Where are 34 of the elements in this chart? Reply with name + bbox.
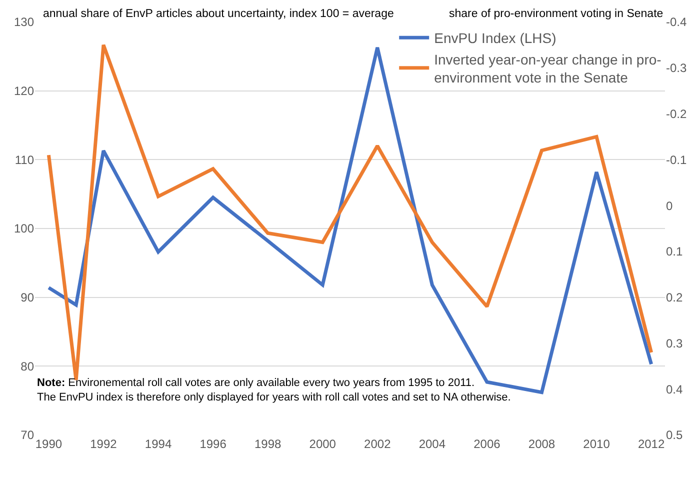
annotation: Note: Environemental roll call votes are only available every two years from 1995 to 2011. The EnvPU index is therefore only displayed for years with roll call votes and set to NA otherwise. bbox=[37, 377, 511, 404]
x-tick-label: 1998 bbox=[254, 437, 282, 451]
y-tick-label: 70 bbox=[20, 428, 34, 442]
y-tick-label: 100 bbox=[14, 222, 34, 236]
y-tick-label: 110 bbox=[14, 152, 34, 167]
legend-label: EnvPU Index (LHS) bbox=[434, 30, 556, 46]
y-axis-title: annual share of EnvP articles about uncertainty, index 100 = average bbox=[43, 8, 394, 20]
y-tick-label: 80 bbox=[20, 359, 34, 374]
y2-tick-label: -0.4 bbox=[666, 15, 688, 30]
y2-tick-label: 0.3 bbox=[666, 336, 684, 350]
y2-tick-label: -0.1 bbox=[666, 152, 688, 167]
x-tick-label: 2000 bbox=[309, 437, 336, 451]
x-tick-label: 2006 bbox=[474, 437, 501, 451]
x-tick-label: 2008 bbox=[528, 437, 556, 451]
x-tick-label: 1996 bbox=[200, 437, 227, 451]
x-tick-label: 1994 bbox=[144, 437, 172, 451]
y-tick-label: 90 bbox=[20, 290, 34, 305]
x-tick-label: 1990 bbox=[35, 437, 62, 451]
y2-tick-label: -0.2 bbox=[666, 106, 688, 121]
x-tick-label: 2004 bbox=[418, 437, 446, 451]
x-tick-label: 2010 bbox=[583, 437, 610, 451]
y2-tick-label: 0 bbox=[666, 198, 673, 213]
y-tick-label: 130 bbox=[14, 15, 34, 30]
y2-axis-title: share of pro-environment voting in Senate bbox=[449, 8, 664, 20]
legend-label: Inverted year-on-year change in pro-environment vote in the Senate bbox=[434, 51, 662, 86]
y-tick-label: 120 bbox=[14, 84, 34, 98]
y2-tick-label: 0.2 bbox=[666, 290, 684, 305]
y2-tick-label: -0.3 bbox=[666, 61, 688, 76]
y2-tick-label: 0.5 bbox=[666, 428, 684, 442]
x-tick-label: 2002 bbox=[364, 437, 392, 451]
x-tick-label: 1992 bbox=[90, 437, 118, 451]
y2-tick-label: 0.1 bbox=[666, 244, 684, 259]
y2-tick-label: 0.4 bbox=[666, 382, 684, 396]
x-tick-label: 2012 bbox=[638, 437, 665, 451]
